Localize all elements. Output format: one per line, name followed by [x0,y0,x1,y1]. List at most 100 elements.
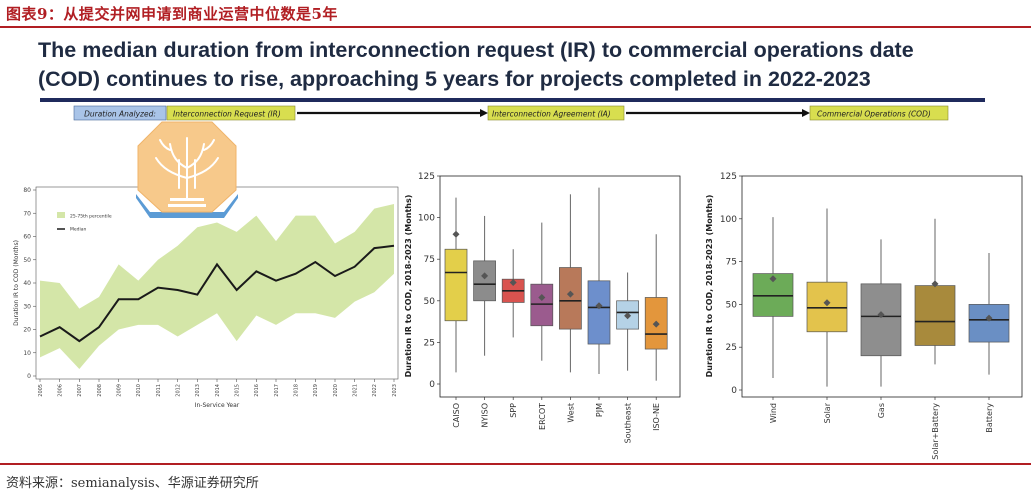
logo-tree [155,137,219,199]
x-tick-label: 2013 [195,384,201,397]
x-tick-label: 2016 [254,384,260,397]
headline: The median duration from interconnection… [38,36,1018,94]
legend-band-swatch [57,212,65,218]
banner-analyzed-box [73,105,167,121]
x-tick-label: 2010 [136,384,142,397]
x-tick-label: SPP [509,403,518,418]
banner-stage-ia-label: Interconnection Agreement (IA) [492,110,611,119]
box-solar-battery [914,285,956,346]
y-tick-label: 70 [23,210,31,217]
banner-stage-cod-label: Commercial Operations (COD) [817,110,931,119]
box-pjm [587,280,611,345]
mean-marker [931,280,939,288]
y-tick-label: 50 [23,257,31,264]
x-tick-label: Wind [769,403,778,423]
x-tick-label: 2021 [352,384,358,397]
x-tick-label: 2019 [313,384,319,397]
y-tick-label: 0 [731,386,737,396]
mean-marker [624,312,632,320]
x-tick-label: Battery [985,403,994,433]
y-tick-label: 10 [23,350,31,357]
x-tick-label: 2007 [77,384,83,397]
x-tick-label: 2009 [116,384,122,397]
publisher-logo [136,121,238,218]
x-tick-label: 2023 [392,384,398,397]
region-y-label: Duration IR to COD, 2018-2023 (Months) [404,195,413,378]
box-west [559,267,582,330]
x-tick-label: Solar [823,402,832,423]
y-tick-label: 30 [23,303,31,310]
y-tick-label: 125 [720,172,737,182]
mean-marker [769,275,777,283]
mean-marker [595,302,603,310]
y-tick-label: 80 [23,187,31,194]
x-tick-label: PJM [595,403,604,417]
process-banner: Duration Analyzed: Interconnection Reque… [73,105,949,121]
x-tick-label: West [566,403,575,423]
x-tick-label: 2008 [97,384,103,397]
mean-marker [538,293,546,301]
title-rule [0,26,1031,28]
technology-y-label: Duration IR to COD, 2018-2023 (Months) [705,195,714,378]
line-chart-y-ticks: 0 10 20 30 40 50 60 70 80 [23,187,36,380]
y-tick-label: 75 [424,255,435,265]
x-tick-label: Gas [877,403,886,418]
region-boxplot-chart: 0 25 50 75 100 125 CAISO NYISO SPP ERCOT West PJM S… [404,172,681,443]
technology-boxes [752,208,1010,387]
legend-band-label: 25-75th percentile [70,214,112,220]
box-solar [806,281,848,333]
mean-marker [566,290,574,298]
legend-median-label: Median [70,227,87,233]
logo-line-1 [170,198,204,201]
x-tick-label: 2005 [38,384,44,397]
y-tick-label: 50 [726,300,738,310]
y-tick-label: 100 [418,214,435,224]
line-chart-x-label: In-Service Year [195,402,240,409]
region-y-ticks: 0 25 50 75 100 125 [418,172,440,390]
percentile-band [40,203,394,370]
technology-x-ticks: Wind Solar Gas Solar+Battery Battery [769,397,994,460]
y-tick-label: 40 [23,280,31,287]
headline-rule [40,98,985,102]
mean-marker [823,299,831,307]
box-nyiso [473,260,496,302]
median-line-group [39,244,395,343]
box-gas [860,283,902,357]
region-x-ticks: CAISO NYISO SPP ERCOT West PJM Southeast ISO-NE [452,397,661,443]
y-tick-label: 25 [424,338,435,348]
box-caiso [444,248,468,322]
banner-analyzed-label: Duration Analyzed: [84,110,156,119]
percentile-band-group [40,203,394,370]
x-tick-label: 2017 [274,384,280,397]
region-boxes [444,187,668,381]
mean-marker [985,314,993,322]
y-tick-label: 0 [27,373,31,380]
y-tick-label: 125 [418,172,435,182]
mean-marker [481,272,489,280]
mean-marker [652,320,660,328]
x-tick-label: NYISO [481,403,490,428]
source-note: 资料来源：semianalysis、华源证券研究所 [6,476,259,491]
x-tick-label: 2011 [156,384,162,397]
technology-y-ticks: 0 25 50 75 100 125 [720,172,742,396]
x-tick-label: 2014 [215,384,221,397]
x-tick-label: CAISO [452,403,461,428]
mean-marker [509,278,517,286]
y-tick-label: 75 [726,258,737,268]
x-tick-label: 2022 [372,384,378,397]
footer-rule [0,463,1031,465]
banner-stage-ir-label: Interconnection Request (IR) [173,110,281,119]
y-tick-label: 60 [23,234,31,241]
x-tick-label: Southeast [624,403,633,443]
logo-line-2 [168,204,206,207]
banner-arrowhead-1 [480,109,488,117]
figure-title: 图表9：从提交并网申请到商业运营中位数是5年 [6,5,338,23]
box-battery [968,304,1010,343]
banner-stage-ia [487,105,625,121]
x-tick-label: ERCOT [538,403,547,430]
banner-stage-cod [809,105,949,121]
headline-line-2: (COD) continues to rise, approaching 5 y… [38,67,871,91]
technology-boxplot-chart: 0 25 50 75 100 125 Wind Solar Gas Solar+Battery B… [705,172,1023,460]
